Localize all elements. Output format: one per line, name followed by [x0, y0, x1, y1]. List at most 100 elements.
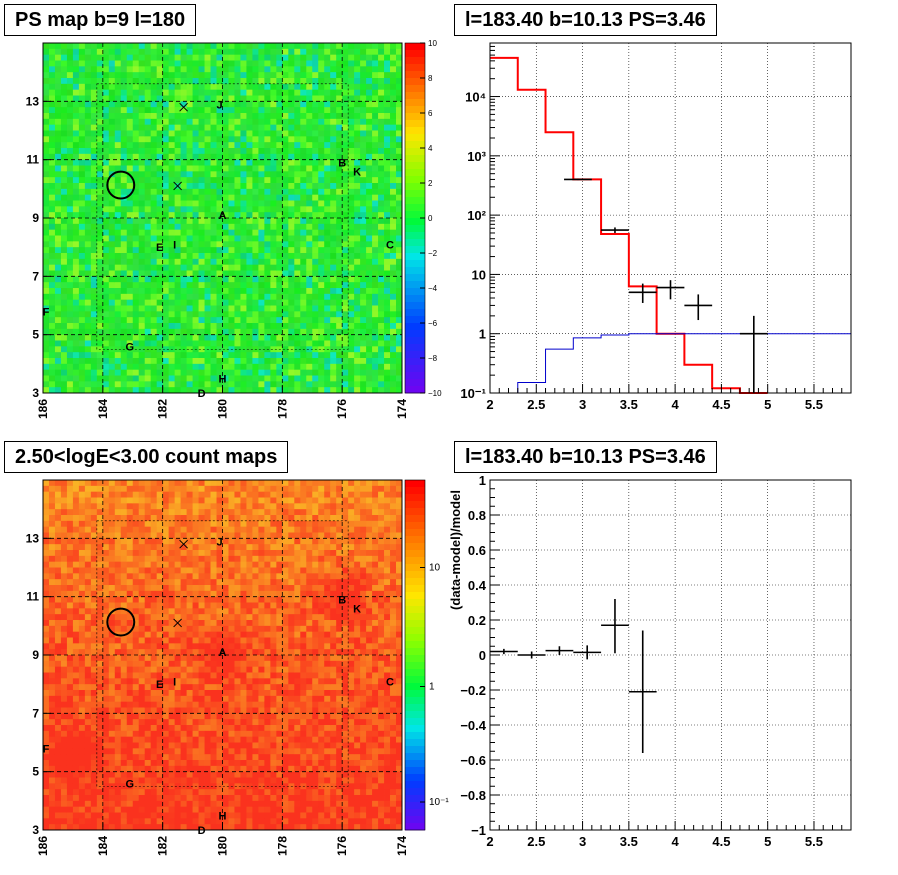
- heatmap-cell: [354, 118, 361, 126]
- heatmap-cell: [54, 118, 62, 126]
- heatmap-cell: [84, 637, 92, 644]
- heatmap-cell: [282, 218, 289, 225]
- heatmap-cell: [102, 247, 110, 254]
- colorbar-swatch: [405, 120, 425, 128]
- heatmap-cell: [84, 60, 92, 67]
- heatmap-cell: [276, 66, 283, 73]
- heatmap-cell: [72, 800, 80, 808]
- heatmap-cell: [168, 340, 176, 347]
- heatmap-cell: [282, 78, 289, 85]
- heatmap-cell: [156, 165, 164, 172]
- heatmap-cell: [234, 218, 241, 225]
- heatmap-cell: [138, 247, 146, 254]
- heatmap-cell: [114, 590, 122, 598]
- heatmap-cell: [288, 177, 295, 184]
- heatmap-cell: [43, 765, 50, 773]
- heatmap-cell: [84, 532, 92, 539]
- heatmap-cell: [132, 748, 140, 755]
- heatmap-cell: [180, 60, 187, 67]
- heatmap-cell: [354, 95, 361, 102]
- heatmap-cell: [396, 78, 403, 85]
- heatmap-cell: [126, 655, 134, 662]
- heatmap-cell: [234, 188, 241, 196]
- heatmap-cell: [282, 142, 289, 149]
- heatmap-cell: [186, 270, 193, 277]
- heatmap-cell: [336, 381, 343, 388]
- heatmap-cell: [114, 824, 122, 831]
- heatmap-cell: [43, 247, 50, 254]
- heatmap-cell: [48, 276, 56, 283]
- heatmap-cell: [144, 66, 152, 73]
- heatmap-cell: [204, 253, 211, 260]
- heatmap-cell: [294, 305, 301, 312]
- heatmap-cell: [336, 334, 343, 341]
- heatmap-cell: [84, 806, 92, 813]
- heatmap-cell: [138, 311, 146, 318]
- heatmap-cell: [132, 118, 140, 126]
- heatmap-cell: [144, 200, 152, 207]
- heatmap-cell: [366, 107, 373, 114]
- heatmap-cell: [258, 282, 265, 289]
- heatmap-cell: [48, 561, 56, 568]
- heatmap-cell: [120, 754, 128, 761]
- heatmap-cell: [372, 124, 379, 131]
- heatmap-cell: [366, 363, 373, 371]
- heatmap-cell: [174, 101, 182, 108]
- heatmap-cell: [174, 130, 182, 137]
- heatmap-cell: [48, 678, 56, 685]
- heatmap-cell: [396, 218, 403, 225]
- heatmap-cell: [318, 311, 325, 318]
- heatmap-cell: [252, 235, 259, 242]
- heatmap-cell: [264, 340, 271, 347]
- heatmap-cell: [102, 672, 110, 679]
- heatmap-cell: [372, 113, 379, 120]
- heatmap-cell: [264, 130, 271, 137]
- heatmap-cell: [210, 229, 217, 236]
- heatmap-cell: [282, 113, 289, 120]
- heatmap-cell: [162, 358, 170, 365]
- heatmap-cell: [342, 328, 349, 336]
- heatmap-cell: [366, 258, 373, 266]
- heatmap-cell: [84, 270, 92, 277]
- heatmap-cell: [132, 649, 140, 656]
- heatmap-cell: [126, 276, 134, 283]
- heatmap-cell: [78, 532, 86, 539]
- heatmap-cell: [240, 83, 247, 91]
- heatmap-cell: [198, 340, 205, 347]
- heatmap-cell: [306, 305, 313, 312]
- heatmap-cell: [228, 130, 235, 137]
- heatmap-cell: [222, 299, 229, 306]
- heatmap-cell: [240, 136, 247, 143]
- heatmap-cell: [84, 369, 92, 376]
- heatmap-cell: [150, 317, 158, 324]
- colorbar-swatch: [405, 162, 425, 170]
- heatmap-cell: [126, 602, 134, 609]
- heatmap-cell: [348, 247, 355, 254]
- heatmap-cell: [72, 288, 80, 295]
- heatmap-cell: [126, 526, 134, 533]
- heatmap-cell: [222, 358, 229, 365]
- heatmap-cell: [48, 107, 56, 114]
- heatmap-cell: [48, 165, 56, 172]
- heatmap-cell: [378, 375, 385, 382]
- heatmap-cell: [72, 520, 80, 528]
- heatmap-cell: [150, 555, 158, 563]
- heatmap-cell: [216, 293, 223, 301]
- heatmap-cell: [72, 736, 80, 743]
- heatmap-cell: [60, 625, 68, 633]
- heatmap-cell: [342, 381, 349, 388]
- heatmap-cell: [330, 95, 337, 102]
- heatmap-cell: [72, 276, 80, 283]
- heatmap-cell: [234, 101, 241, 108]
- heatmap-cell: [84, 247, 92, 254]
- heatmap-cell: [66, 655, 74, 662]
- heatmap-cell: [354, 136, 361, 143]
- heatmap-cell: [54, 649, 62, 656]
- heatmap-cell: [276, 124, 283, 131]
- heatmap-cell: [222, 78, 229, 85]
- heatmap-cell: [120, 363, 128, 371]
- heatmap-cell: [66, 72, 74, 79]
- heatmap-cell: [72, 695, 80, 703]
- heatmap-cell: [126, 317, 134, 324]
- heatmap-cell: [276, 363, 283, 371]
